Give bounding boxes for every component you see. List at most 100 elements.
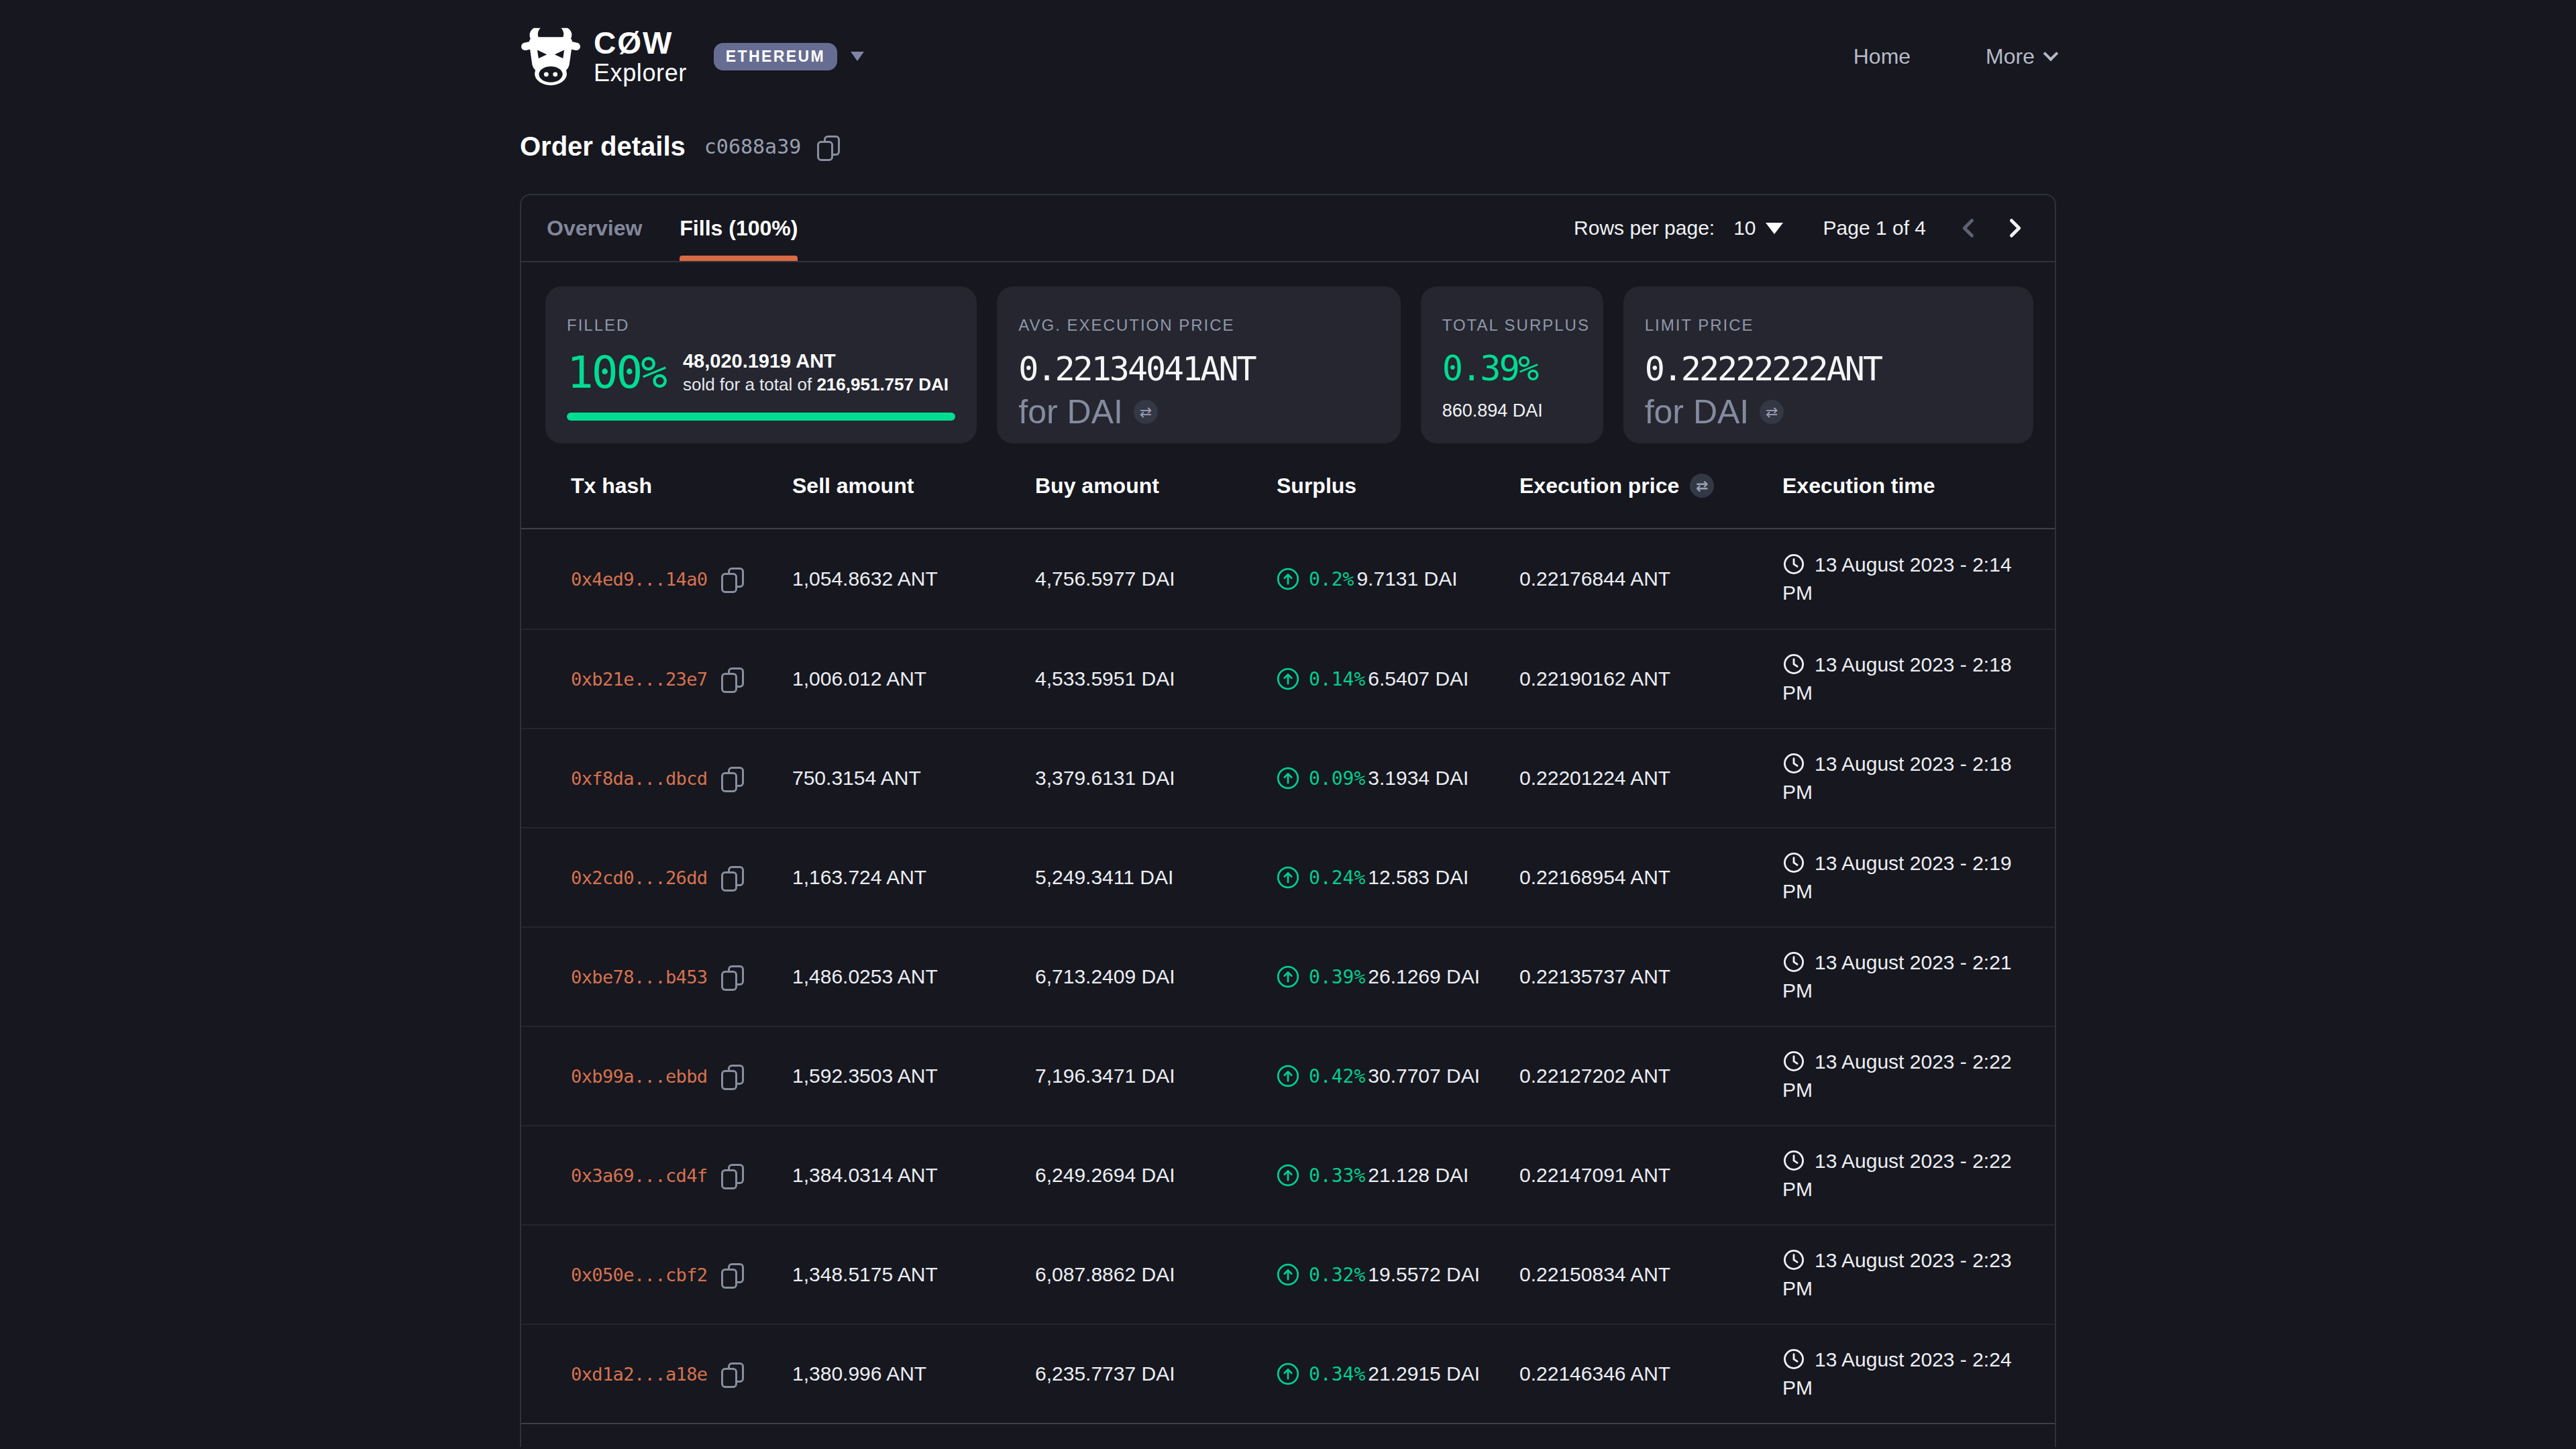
surplus-cell: 0.33% 21.128 DAI: [1277, 1164, 1519, 1187]
clock-icon: [1782, 752, 1805, 775]
sell-amount-cell: 1,486.0253 ANT: [792, 965, 1035, 988]
order-panel: Overview Fills (100%) Rows per page: 10 …: [520, 194, 2056, 1447]
filled-amount: 48,020.1919 ANT: [683, 349, 949, 374]
nav-more[interactable]: More: [1986, 44, 2056, 69]
title-row: Order details c0688a39: [520, 131, 2056, 162]
copy-tx-icon[interactable]: [721, 965, 741, 988]
avg-execution-price-card: AVG. EXECUTION PRICE 0.22134041ANT for D…: [997, 286, 1400, 443]
tx-hash-link[interactable]: 0x2cd0...26dd: [571, 867, 708, 888]
sell-amount-cell: 1,592.3503 ANT: [792, 1065, 1035, 1087]
prev-page-button[interactable]: [1955, 215, 1982, 241]
cow-explorer-logo[interactable]: CØW Explorer: [520, 25, 687, 87]
total-surplus-label: TOTAL SURPLUS: [1442, 316, 1585, 335]
surplus-percent: 0.42%: [1309, 1065, 1365, 1087]
surplus-up-icon: [1277, 965, 1299, 988]
logo-brand: CØW: [594, 28, 687, 58]
tx-hash-link[interactable]: 0xf8da...dbcd: [571, 768, 708, 789]
copy-tx-icon[interactable]: [721, 1362, 741, 1385]
tab-fills[interactable]: Fills (100%): [680, 195, 798, 261]
surplus-amount: 6.5407 DAI: [1368, 667, 1468, 690]
rows-per-page-value[interactable]: 10: [1733, 217, 1756, 239]
copy-tx-icon[interactable]: [721, 667, 741, 690]
tx-hash-link[interactable]: 0x4ed9...14a0: [571, 569, 708, 590]
surplus-cell: 0.34% 21.2915 DAI: [1277, 1362, 1519, 1385]
nav-home[interactable]: Home: [1854, 44, 1911, 69]
buy-amount-cell: 6,235.7737 DAI: [1035, 1362, 1277, 1385]
avg-price-label: AVG. EXECUTION PRICE: [1018, 316, 1381, 335]
execution-time-cell: 13 August 2023 - 2:19 PM: [1782, 849, 2023, 906]
sell-amount-cell: 1,006.012 ANT: [792, 667, 1035, 690]
surplus-cell: 0.39% 26.1269 DAI: [1277, 965, 1519, 988]
network-dropdown-icon[interactable]: [851, 52, 864, 61]
execution-time-text: 13 August 2023 - 2:18 PM: [1782, 653, 2012, 704]
clock-icon: [1782, 951, 1805, 973]
clock-icon: [1782, 1149, 1805, 1172]
tx-hash-link[interactable]: 0xb21e...23e7: [571, 669, 708, 690]
execution-price-cell: 0.22146346 ANT: [1519, 1362, 1782, 1385]
surplus-amount: 12.583 DAI: [1368, 866, 1468, 889]
swap-icon[interactable]: ⇄: [1690, 474, 1714, 498]
clock-icon: [1782, 1050, 1805, 1073]
surplus-percent: 0.2%: [1309, 568, 1354, 590]
table-row: 0xf8da...dbcd 750.3154 ANT 3,379.6131 DA…: [521, 728, 2055, 827]
tx-hash-link[interactable]: 0xbe78...b453: [571, 967, 708, 987]
copy-order-id-icon[interactable]: [817, 136, 837, 158]
table-row: 0xb21e...23e7 1,006.012 ANT 4,533.5951 D…: [521, 629, 2055, 728]
execution-price-cell: 0.22127202 ANT: [1519, 1065, 1782, 1087]
filled-percent: 100%: [567, 347, 665, 398]
copy-tx-icon[interactable]: [721, 1164, 741, 1187]
surplus-cell: 0.32% 19.5572 DAI: [1277, 1263, 1519, 1286]
page-indicator: Page 1 of 4: [1823, 217, 1926, 239]
limit-price-unit: for DAI ⇄: [1645, 392, 2015, 431]
next-page-button[interactable]: [2001, 215, 2028, 241]
copy-tx-icon[interactable]: [721, 866, 741, 889]
page-title: Order details: [520, 131, 686, 162]
total-surplus-percent: 0.39%: [1442, 348, 1585, 388]
sell-amount-cell: 750.3154 ANT: [792, 767, 1035, 790]
execution-time-text: 13 August 2023 - 2:18 PM: [1782, 753, 2012, 803]
execution-time-text: 13 August 2023 - 2:23 PM: [1782, 1249, 2012, 1299]
execution-time-text: 13 August 2023 - 2:21 PM: [1782, 951, 2012, 1002]
swap-icon[interactable]: ⇄: [1760, 400, 1784, 424]
tx-hash-link[interactable]: 0x050e...cbf2: [571, 1265, 708, 1285]
sell-amount-cell: 1,054.8632 ANT: [792, 568, 1035, 590]
network-selector[interactable]: ETHEREUM: [714, 43, 864, 70]
surplus-up-icon: [1277, 667, 1299, 690]
tx-hash-link[interactable]: 0x3a69...cd4f: [571, 1165, 708, 1186]
surplus-percent: 0.33%: [1309, 1165, 1365, 1187]
copy-tx-icon[interactable]: [721, 767, 741, 790]
tab-overview[interactable]: Overview: [547, 195, 642, 261]
col-buy-amount: Buy amount: [1035, 474, 1277, 498]
execution-time-cell: 13 August 2023 - 2:22 PM: [1782, 1147, 2023, 1203]
logo-text: CØW Explorer: [594, 28, 687, 85]
col-execution-price: Execution price ⇄: [1519, 474, 1782, 498]
filled-sold-total: sold for a total of 216,951.757 DAI: [683, 374, 949, 396]
table-row: 0x2cd0...26dd 1,163.724 ANT 5,249.3411 D…: [521, 827, 2055, 926]
execution-price-cell: 0.22147091 ANT: [1519, 1164, 1782, 1187]
tx-hash-link[interactable]: 0xb99a...ebbd: [571, 1066, 708, 1087]
app-header: CØW Explorer ETHEREUM Home More: [520, 0, 2056, 113]
filled-card: FILLED 100% 48,020.1919 ANT sold for a t…: [545, 286, 977, 443]
tx-hash-link[interactable]: 0xd1a2...a18e: [571, 1364, 708, 1385]
copy-tx-icon[interactable]: [721, 568, 741, 590]
buy-amount-cell: 6,087.8862 DAI: [1035, 1263, 1277, 1286]
buy-amount-cell: 7,196.3471 DAI: [1035, 1065, 1277, 1087]
clock-icon: [1782, 653, 1805, 676]
network-badge[interactable]: ETHEREUM: [714, 43, 837, 70]
surplus-percent: 0.09%: [1309, 767, 1365, 790]
surplus-amount: 21.2915 DAI: [1368, 1362, 1480, 1385]
rows-per-page-dropdown-icon[interactable]: [1766, 223, 1783, 234]
buy-amount-cell: 6,249.2694 DAI: [1035, 1164, 1277, 1187]
swap-icon[interactable]: ⇄: [1134, 400, 1158, 424]
chevron-left-icon: [1957, 216, 1981, 240]
surplus-percent: 0.34%: [1309, 1363, 1365, 1385]
execution-time-cell: 13 August 2023 - 2:22 PM: [1782, 1048, 2023, 1104]
buy-amount-cell: 4,756.5977 DAI: [1035, 568, 1277, 590]
copy-tx-icon[interactable]: [721, 1065, 741, 1087]
surplus-percent: 0.39%: [1309, 966, 1365, 988]
table-body: 0x4ed9...14a0 1,054.8632 ANT 4,756.5977 …: [521, 529, 2055, 1424]
buy-amount-cell: 5,249.3411 DAI: [1035, 866, 1277, 889]
clock-icon: [1782, 1348, 1805, 1371]
copy-tx-icon[interactable]: [721, 1263, 741, 1286]
cow-icon: [520, 25, 582, 87]
